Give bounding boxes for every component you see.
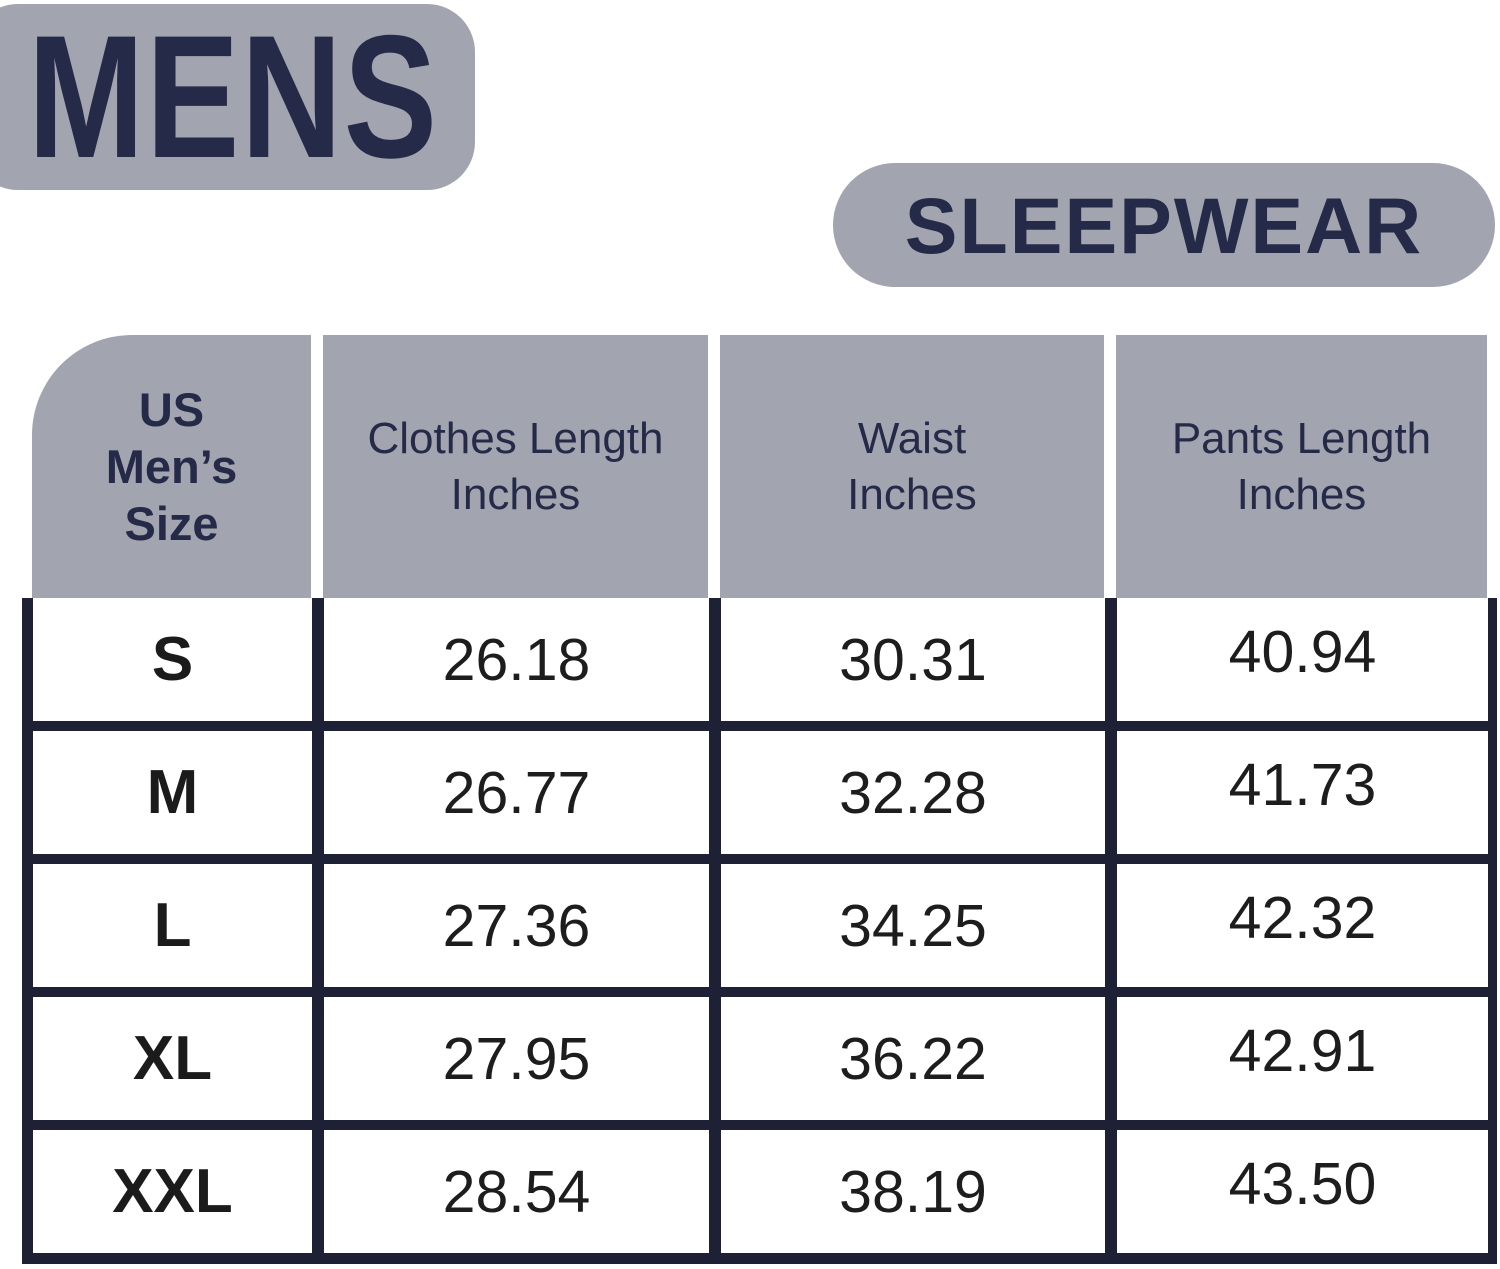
- mens-badge-label: MENS: [27, 0, 439, 195]
- header-clothes-length: Clothes Length Inches: [323, 335, 708, 598]
- pants-length-cell: 41.73: [1117, 731, 1488, 854]
- pants-length-cell: 40.94: [1117, 598, 1488, 721]
- size-cell: XL: [33, 997, 312, 1120]
- clothes-length-cell: 28.54: [324, 1130, 709, 1253]
- table-header-row: US Men’s Size Clothes Length Inches Wais…: [22, 335, 1497, 598]
- clothes-length-cell: 27.36: [324, 864, 709, 987]
- header-line: Inches: [1236, 469, 1367, 519]
- clothes-length-cell: 27.95: [324, 997, 709, 1120]
- pants-length-cell: 43.50: [1117, 1130, 1488, 1253]
- header-line: Waist: [857, 413, 967, 463]
- pants-length-cell: 42.32: [1117, 864, 1488, 987]
- size-cell: XXL: [33, 1130, 312, 1253]
- size-cell: M: [33, 731, 312, 854]
- table-body: S 26.18 30.31 40.94 M 26.77 32.28 41.73 …: [22, 598, 1497, 1264]
- pants-length-cell: 42.91: [1117, 997, 1488, 1120]
- sleepwear-badge: SLEEPWEAR: [833, 163, 1495, 287]
- waist-cell: 30.31: [721, 598, 1105, 721]
- waist-cell: 34.25: [721, 864, 1105, 987]
- header-line: Pants Length: [1171, 413, 1432, 463]
- header-line: Size: [124, 497, 219, 551]
- waist-cell: 32.28: [721, 731, 1105, 854]
- size-cell: S: [33, 598, 312, 721]
- clothes-length-cell: 26.77: [324, 731, 709, 854]
- header-pants-length: Pants Length Inches: [1116, 335, 1487, 598]
- size-chart-table: US Men’s Size Clothes Length Inches Wais…: [22, 335, 1497, 1264]
- header-line: US: [138, 382, 205, 436]
- mens-badge: MENS: [0, 4, 475, 190]
- header-line: Men’s: [105, 439, 238, 493]
- size-cell: L: [33, 864, 312, 987]
- clothes-length-cell: 26.18: [324, 598, 709, 721]
- sleepwear-badge-label: SLEEPWEAR: [904, 180, 1424, 270]
- header-us-mens-size: US Men’s Size: [32, 335, 311, 598]
- header-waist: Waist Inches: [720, 335, 1104, 598]
- header-line: Inches: [450, 469, 581, 519]
- header-line: Clothes Length: [367, 413, 664, 463]
- header-line: Inches: [847, 469, 977, 519]
- waist-cell: 38.19: [721, 1130, 1105, 1253]
- waist-cell: 36.22: [721, 997, 1105, 1120]
